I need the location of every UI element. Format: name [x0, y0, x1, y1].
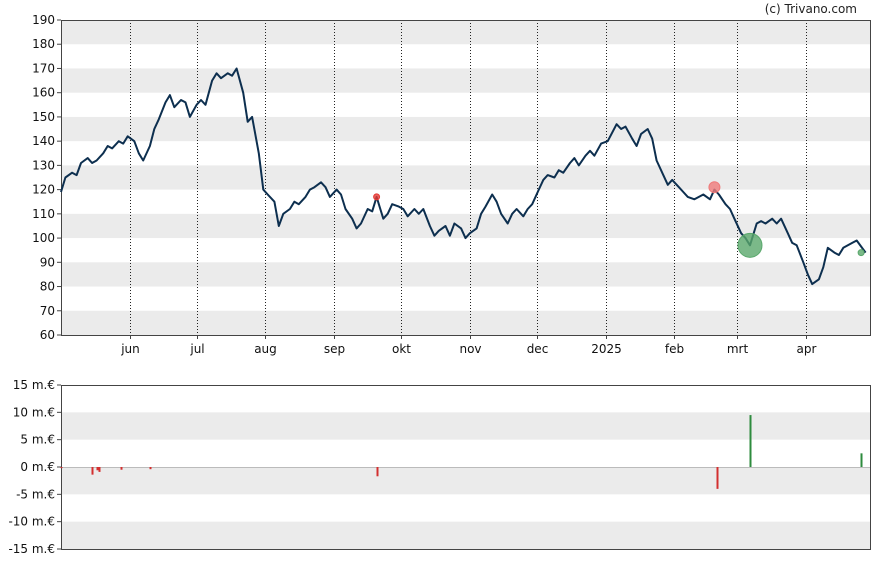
x-tick-label: nov — [459, 342, 481, 356]
credit-text: (c) Trivano.com — [765, 2, 857, 16]
y-tick-label: 100 — [32, 231, 55, 245]
y-tick-label: 120 — [32, 183, 55, 197]
y-tick-label: 60 — [40, 328, 55, 342]
y-tick-label: 180 — [32, 37, 55, 51]
trade-marker — [737, 232, 763, 258]
y-tick-label: 70 — [40, 304, 55, 318]
y-tick-label: 190 — [32, 13, 55, 27]
price-line — [60, 67, 867, 286]
volume-y-tick-label: -15 m.€ — [8, 542, 55, 556]
x-tick-label: jul — [189, 342, 204, 356]
x-tick-label: mrt — [727, 342, 749, 356]
y-tick-label: 90 — [40, 255, 55, 269]
volume-grid-band — [61, 412, 870, 440]
trade-marker — [708, 181, 721, 194]
volume-grid-band — [61, 467, 870, 495]
volume-y-tick-label: 15 m.€ — [13, 378, 55, 392]
volume-y-tick-label: 0 m.€ — [20, 460, 55, 474]
trade-marker — [857, 249, 865, 257]
grid-band — [61, 165, 870, 190]
x-tick-label: sep — [324, 342, 345, 356]
y-tick-label: 140 — [32, 134, 55, 148]
y-tick-label: 110 — [32, 207, 55, 221]
grid-band — [61, 262, 870, 287]
x-tick-label: feb — [665, 342, 684, 356]
volume-y-tick-label: 5 m.€ — [20, 433, 55, 447]
x-tick-label: dec — [527, 342, 549, 356]
y-tick-label: 170 — [32, 61, 55, 75]
y-tick-label: 130 — [32, 158, 55, 172]
volume-grid-band — [61, 521, 870, 549]
volume-y-tick-label: 10 m.€ — [13, 405, 55, 419]
x-tick-label: okt — [392, 342, 411, 356]
grid-band — [61, 20, 870, 45]
y-tick-label: 160 — [32, 86, 55, 100]
x-tick-label: apr — [797, 342, 817, 356]
x-tick-label: jun — [120, 342, 140, 356]
y-tick-label: 150 — [32, 110, 55, 124]
grid-band — [61, 68, 870, 93]
grid-band — [61, 116, 870, 142]
y-tick-label: 80 — [40, 280, 55, 294]
x-tick-label: 2025 — [591, 342, 622, 356]
grid-band — [61, 310, 870, 335]
volume-y-tick-label: -10 m.€ — [8, 515, 55, 529]
x-tick-label: aug — [254, 342, 277, 356]
grid-band — [61, 213, 870, 239]
volume-y-tick-label: -5 m.€ — [16, 487, 55, 501]
price-panel-frame — [61, 20, 871, 336]
trade-marker — [373, 193, 381, 201]
